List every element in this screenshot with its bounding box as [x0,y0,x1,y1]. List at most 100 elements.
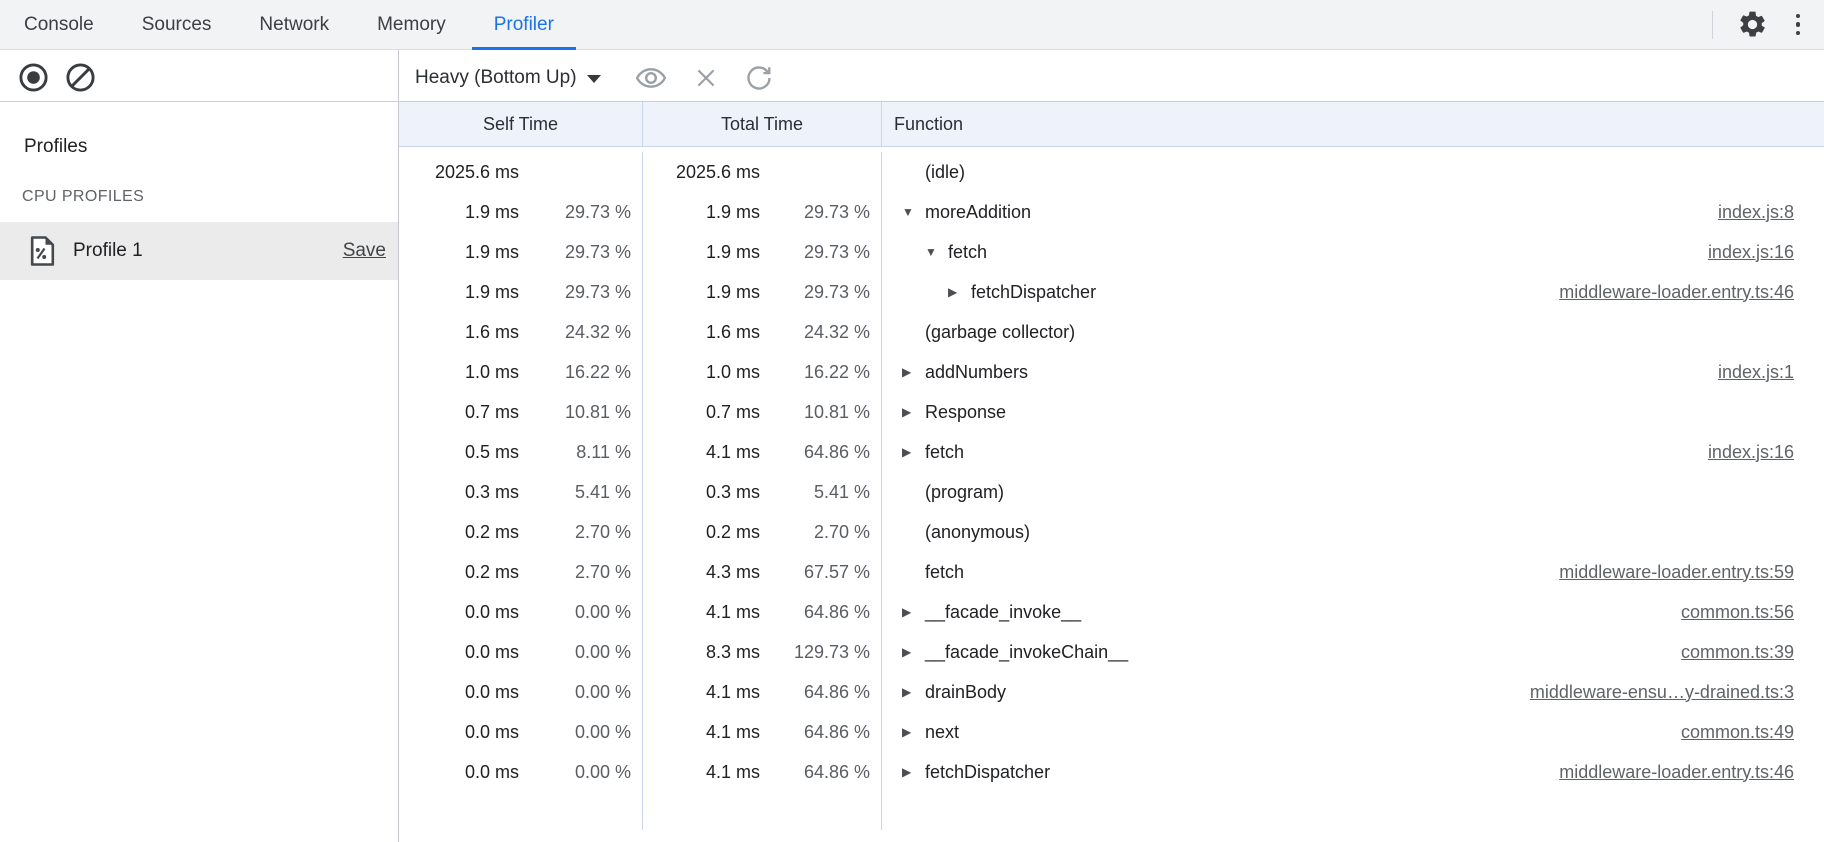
tabbar-right-controls [1711,0,1824,49]
function-cell: ▶ addNumbers index.js:1 [882,352,1824,392]
total-time-ms: 2025.6 ms [675,161,760,182]
function-name: fetchDispatcher [925,761,1051,782]
source-location-link[interactable]: index.js:16 [1707,441,1794,462]
profile-table-row[interactable]: 0.0 ms 0.00 % 4.1 ms 64.86 % ▶ fetchDispatche… [399,752,1824,792]
profile-table-row[interactable]: 0.0 ms 0.00 % 4.1 ms 64.86 % ▶ drainBody middl… [399,672,1824,712]
source-location-link[interactable]: middleware-ensu…y-drained.ts:3 [1529,681,1794,702]
total-time-cell: 1.0 ms 16.22 % [643,352,882,392]
function-cell: ▶ next common.ts:49 [882,712,1824,752]
tree-expand-arrow-icon[interactable]: ▶ [902,725,912,739]
profile-document-icon [30,236,55,266]
eye-icon[interactable] [635,62,667,94]
profile-table-row[interactable]: 0.0 ms 0.00 % 8.3 ms 129.73 % ▶ __facade_invo… [399,632,1824,672]
record-icon[interactable] [18,62,49,93]
tree-expand-arrow-icon[interactable]: ▶ [948,285,958,299]
total-time-percent: 67.57 % [803,561,870,582]
self-time-cell: 1.6 ms 24.32 % [399,312,643,352]
self-time-percent: 0.00 % [574,601,631,622]
gear-icon[interactable] [1737,9,1768,40]
function-cell: ▶ fetchDispatcher middleware-loader.entry.… [882,752,1824,792]
tree-expand-arrow-icon[interactable]: ▶ [902,605,912,619]
view-mode-select[interactable]: Heavy (Bottom Up) [415,67,601,89]
save-profile-link[interactable]: Save [342,240,386,261]
function-name: (idle) [925,161,966,182]
source-location-link[interactable]: middleware-loader.entry.ts:46 [1559,761,1794,782]
total-time-percent: 29.73 % [803,281,870,302]
tree-expand-arrow-icon[interactable]: ▶ [902,365,912,379]
self-time-percent: 0.00 % [574,721,631,742]
total-time-percent: 64.86 % [803,761,870,782]
function-column-header[interactable]: Function [894,113,964,134]
profile-table-row[interactable]: 0.2 ms 2.70 % 4.3 ms 67.57 % fetch middleware… [399,552,1824,592]
self-time-cell: 1.0 ms 16.22 % [399,352,643,392]
source-location-link[interactable]: common.ts:39 [1680,641,1794,662]
profile-table-row[interactable]: 1.9 ms 29.73 % 1.9 ms 29.73 % ▼ fetch index.js… [399,232,1824,272]
profile-table-row[interactable]: 1.9 ms 29.73 % 1.9 ms 29.73 % ▼ moreAddition i… [399,192,1824,232]
self-time-ms: 0.5 ms [464,441,519,462]
total-time-column-header[interactable]: Total Time [643,102,882,146]
tab-memory[interactable]: Memory [377,13,446,35]
tree-expand-arrow-icon[interactable]: ▶ [902,645,912,659]
self-time-ms: 0.0 ms [464,761,519,782]
source-location-link[interactable]: middleware-loader.entry.ts:59 [1559,561,1794,582]
total-time-cell: 4.1 ms 64.86 % [643,432,882,472]
tree-expand-arrow-icon[interactable]: ▶ [902,405,912,419]
profile-name: Profile 1 [73,240,143,261]
self-time-ms: 1.0 ms [464,361,519,382]
refresh-icon[interactable] [745,64,773,92]
tree-expand-arrow-icon[interactable]: ▶ [902,445,912,459]
source-location-link[interactable]: common.ts:49 [1680,721,1794,742]
source-location-link[interactable]: common.ts:56 [1680,601,1794,622]
profile-table-row[interactable]: 1.6 ms 24.32 % 1.6 ms 24.32 % (garbage colle… [399,312,1824,352]
profile-table-row[interactable]: 0.7 ms 10.81 % 0.7 ms 10.81 % ▶ Response [399,392,1824,432]
total-time-cell: 0.3 ms 5.41 % [643,472,882,512]
source-location-link[interactable]: index.js:1 [1717,361,1794,382]
self-time-column-header[interactable]: Self Time [399,102,643,146]
profile-table-row[interactable]: 1.0 ms 16.22 % 1.0 ms 16.22 % ▶ addNumbers ind… [399,352,1824,392]
profiler-controls [0,50,399,101]
function-name: fetchDispatcher [971,281,1097,302]
tree-expand-arrow-icon[interactable]: ▶ [902,685,912,699]
close-icon[interactable] [693,65,719,91]
clear-icon[interactable] [65,62,96,93]
tree-expand-arrow-icon[interactable]: ▼ [925,245,937,259]
self-time-cell: 0.5 ms 8.11 % [399,432,643,472]
function-name: (anonymous) [925,521,1031,542]
total-time-ms: 1.6 ms [705,321,760,342]
source-location-link[interactable]: index.js:16 [1707,241,1794,262]
total-time-cell: 4.3 ms 67.57 % [643,552,882,592]
source-location-link[interactable]: middleware-loader.entry.ts:46 [1559,281,1794,302]
sidebar-item-profile-1[interactable]: Profile 1 Save [0,222,398,280]
function-cell: (program) [882,472,1824,512]
self-time-percent: 10.81 % [564,401,631,422]
total-time-cell: 4.1 ms 64.86 % [643,752,882,792]
profile-table-row[interactable]: 0.2 ms 2.70 % 0.2 ms 2.70 % (anonymous) [399,512,1824,552]
tab-sources[interactable]: Sources [141,13,212,35]
kebab-menu-icon[interactable] [1792,10,1805,40]
total-time-percent: 64.86 % [803,681,870,702]
profile-table-row[interactable]: 1.9 ms 29.73 % 1.9 ms 29.73 % ▶ fetchDispatch… [399,272,1824,312]
profile-table-row[interactable]: 0.5 ms 8.11 % 4.1 ms 64.86 % ▶ fetch index.js:… [399,432,1824,472]
panel-tabs: Console Sources Network Memory Profiler [0,0,577,50]
tree-expand-arrow-icon[interactable]: ▶ [902,765,912,779]
profiler-toolbar: Heavy (Bottom Up) [0,50,1824,102]
tab-profiler[interactable]: Profiler [471,0,577,50]
total-time-ms: 0.3 ms [705,481,760,502]
function-cell: (garbage collector) [882,312,1824,352]
profile-table-row[interactable]: 2025.6 ms 2025.6 ms (idle) [399,152,1824,192]
profile-table-row[interactable]: 0.0 ms 0.00 % 4.1 ms 64.86 % ▶ next common.ts:… [399,712,1824,752]
tree-expand-arrow-icon[interactable]: ▼ [902,205,914,219]
total-time-cell: 1.9 ms 29.73 % [643,232,882,272]
tab-network[interactable]: Network [259,13,330,35]
total-time-cell: 0.2 ms 2.70 % [643,512,882,552]
self-time-ms: 0.2 ms [464,561,519,582]
total-time-cell: 4.1 ms 64.86 % [643,672,882,712]
source-location-link[interactable]: index.js:8 [1717,201,1794,222]
tab-console[interactable]: Console [24,13,94,35]
profile-table-row[interactable]: 0.0 ms 0.00 % 4.1 ms 64.86 % ▶ __facade_invok… [399,592,1824,632]
function-name: fetch [948,241,988,262]
profile-table-row[interactable]: 0.3 ms 5.41 % 0.3 ms 5.41 % (program) [399,472,1824,512]
self-time-ms: 1.6 ms [464,321,519,342]
total-time-cell: 1.9 ms 29.73 % [643,272,882,312]
total-time-percent: 10.81 % [803,401,870,422]
